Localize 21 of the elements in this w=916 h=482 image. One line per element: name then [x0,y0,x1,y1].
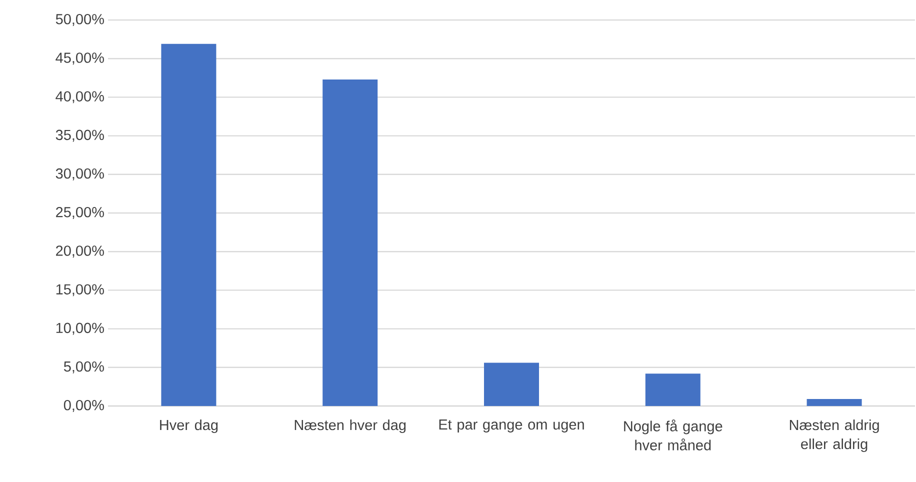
bar [161,44,216,406]
y-tick-label: 25,00% [56,207,104,219]
y-tick-label: 45,00% [56,52,104,65]
y-tick-label: 20,00% [56,246,104,258]
x-tick-label: Hver dag [160,420,218,434]
y-tick-label: 10,00% [56,322,104,335]
x-tick-label: Næsten aldrig eller aldrig [790,420,879,452]
y-tick-label: 0,00% [64,400,104,412]
y-tick-label: 30,00% [56,168,104,180]
bar [645,374,700,406]
y-tick-label: 5,00% [64,361,104,374]
y-tick-label: 15,00% [56,284,104,296]
x-tick-label: Nogle få gange hver måned [624,420,722,450]
bar [322,79,378,406]
x-tick-label: Næsten hver dag [294,420,406,434]
bar [806,399,862,406]
y-tick-label: 35,00% [56,130,104,142]
bar [484,362,539,406]
y-tick-label: 40,00% [56,91,104,104]
y-tick-label: 50,00% [56,14,104,26]
x-tick-label: Et par gange om ugen [439,420,584,433]
